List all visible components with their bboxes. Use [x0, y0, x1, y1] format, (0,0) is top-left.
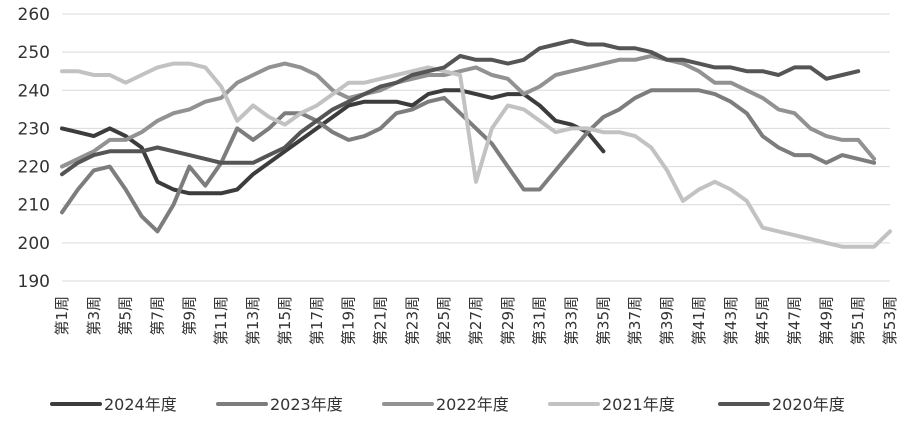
- y-tick-label: 220: [18, 158, 50, 178]
- x-tick-label: 第41周: [690, 296, 708, 345]
- x-tick-label: 第3周: [85, 296, 103, 336]
- x-tick-label: 第21周: [371, 296, 389, 345]
- y-tick-label: 230: [18, 119, 50, 139]
- x-tick-label: 第39周: [658, 296, 676, 345]
- y-tick-label: 240: [18, 81, 50, 101]
- grid-lines: [62, 13, 890, 282]
- legend-label: 2020年度: [772, 395, 845, 414]
- legend: 2024年度 2023年度 2022年度 2021年度 2020年度: [50, 395, 845, 414]
- x-tick-label: 第43周: [722, 296, 740, 345]
- x-tick-label: 第25周: [435, 296, 453, 345]
- legend-label: 2022年度: [436, 395, 509, 414]
- x-tick-label: 第45周: [754, 296, 772, 345]
- y-tick-label: 210: [18, 196, 50, 216]
- x-tick-label: 第31周: [531, 296, 549, 345]
- y-tick-label: 190: [18, 272, 50, 292]
- series-line-2020年度: [60, 38, 861, 177]
- x-axis-ticks: 第1周 第3周 第5周 第7周 第9周 第11周 第13周 第15周 第17周 第19周 第21周第…: [53, 296, 899, 345]
- x-tick-label: 第7周: [149, 296, 167, 336]
- x-tick-label: 第1周: [53, 296, 71, 336]
- legend-label: 2023年度: [270, 395, 343, 414]
- y-tick-label: 200: [18, 234, 50, 254]
- x-tick-label: 第51周: [849, 296, 867, 345]
- x-tick-label: 第5周: [117, 296, 135, 336]
- legend-label: 2021年度: [602, 395, 675, 414]
- x-tick-label: 第37周: [626, 296, 644, 345]
- x-tick-label: 第35周: [594, 296, 612, 345]
- series-line-2024年度: [60, 88, 606, 196]
- x-tick-label: 第15周: [276, 296, 294, 345]
- x-tick-label: 第27周: [467, 296, 485, 345]
- y-tick-label: 250: [18, 43, 50, 63]
- series-lines: [60, 38, 892, 249]
- x-tick-label: 第29周: [499, 296, 517, 345]
- x-tick-label: 第19周: [340, 296, 358, 345]
- series-line-2022年度: [60, 54, 877, 169]
- x-tick-label: 第23周: [403, 296, 421, 345]
- x-tick-label: 第17周: [308, 296, 326, 345]
- x-tick-label: 第33周: [563, 296, 581, 345]
- legend-label: 2024年度: [104, 395, 177, 414]
- x-tick-label: 第53周: [881, 296, 899, 345]
- x-tick-label: 第47周: [785, 296, 803, 345]
- x-tick-label: 第49周: [817, 296, 835, 345]
- series-line-2021年度: [60, 61, 892, 249]
- y-tick-label: 260: [18, 5, 50, 25]
- x-tick-label: 第9周: [180, 296, 198, 336]
- y-axis-ticks: 190 200 210 220 230 240 250 260: [18, 5, 50, 292]
- x-tick-label: 第11周: [212, 296, 230, 345]
- x-tick-label: 第13周: [244, 296, 262, 345]
